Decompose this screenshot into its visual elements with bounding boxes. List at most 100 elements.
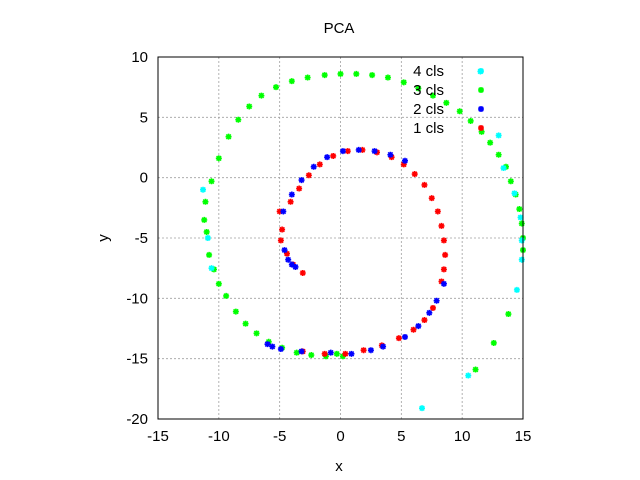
x-tick-label: 0 [336,428,344,445]
data-point [208,178,215,185]
chart-title: PCA [324,20,355,37]
data-point [342,350,349,357]
data-point [288,261,295,268]
plot-frame [157,56,524,420]
data-point [310,163,317,170]
data-point [465,372,472,379]
data-point [277,346,284,353]
data-point [415,323,422,330]
series-3-cls [201,70,526,373]
data-point [429,304,436,311]
data-point [360,347,367,354]
data-point [384,74,391,81]
x-tick-label: -10 [208,428,230,445]
x-tick-label: 15 [515,428,532,445]
data-point [333,350,340,357]
data-point [253,330,260,337]
data-point [215,280,222,287]
data-point [316,161,323,168]
data-point [505,311,512,318]
data-point [369,72,376,79]
data-point [281,247,288,254]
data-point [339,148,346,155]
data-point [411,171,418,178]
data-point [280,208,287,215]
x-axis-label: x [335,458,343,475]
data-point [359,146,366,153]
series-2-cls [264,146,447,357]
data-point [456,108,463,115]
data-point [273,84,280,91]
data-point [518,237,525,244]
data-point [308,352,315,359]
legend-marker [478,87,484,93]
y-tick-label: 0 [140,170,148,187]
data-point [438,222,445,229]
y-tick-label: 5 [140,109,148,126]
data-point [395,335,402,342]
data-point [428,195,435,202]
series-1-cls [276,146,449,357]
data-point [337,70,344,77]
data-point [443,99,450,106]
data-point [202,198,209,205]
data-point [285,256,292,263]
data-point [387,151,394,158]
data-point [206,251,213,258]
data-point [513,286,520,293]
data-point [287,198,294,205]
data-point [401,157,408,164]
data-point [304,74,311,81]
y-tick-label: -10 [126,290,148,307]
data-point [400,79,407,86]
data-point [298,177,305,184]
data-point [288,78,295,85]
y-tick-label: -15 [126,351,148,368]
data-point [322,353,329,360]
data-point [517,214,524,221]
data-point [203,228,210,235]
y-axis-label: y [95,234,112,242]
data-point [225,133,232,140]
data-point [277,237,284,244]
data-point [242,320,249,327]
y-tick-label: -5 [135,230,148,247]
legend-marker [478,68,484,74]
data-point [438,278,445,285]
data-point [429,92,436,99]
data-point [371,148,378,155]
data-point [421,181,428,188]
data-point [321,72,328,79]
data-point [434,208,441,215]
y-tick-label: 10 [131,49,148,66]
data-point [472,366,479,373]
data-point [374,149,380,156]
data-point [232,308,239,315]
data-point [292,263,299,270]
data-point [440,266,447,273]
data-point [440,280,447,287]
data-point [511,190,518,197]
data-point [298,348,305,355]
legend-label: 3 cls [413,82,444,99]
legend-marker [478,106,484,112]
data-point [433,297,440,304]
data-point [288,191,295,198]
data-point [344,148,351,155]
data-point [495,151,502,158]
data-point [440,237,447,244]
data-point [518,220,525,227]
data-point [269,343,276,350]
x-tick-label: -5 [273,428,286,445]
series-4-cls [200,68,525,412]
data-point [299,269,306,276]
data-point [353,70,360,77]
data-point [367,347,374,354]
data-point [495,132,502,139]
data-point [518,256,525,263]
data-point [283,250,290,257]
data-point [296,185,303,192]
data-point [321,350,328,357]
data-point [478,128,485,135]
